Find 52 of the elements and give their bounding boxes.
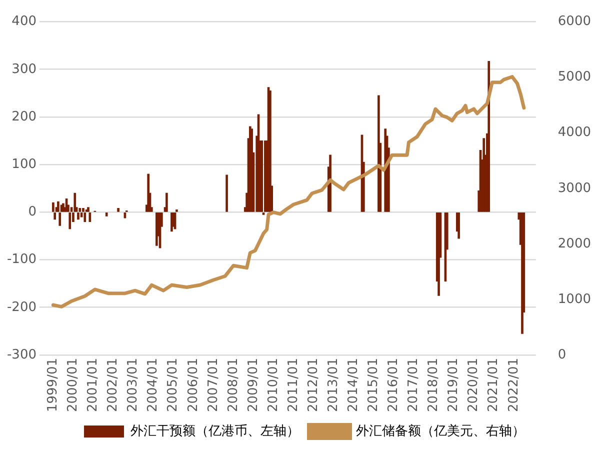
- y2-tick-label: 3000: [558, 180, 592, 196]
- x-tick-label: 2022/01: [506, 358, 522, 412]
- bar: [105, 212, 108, 216]
- y-tick-label: -300: [6, 347, 37, 362]
- x-tick-label: 2011/01: [286, 358, 301, 412]
- x-tick-label: 2004/01: [146, 358, 161, 412]
- x-tick-label: 2009/01: [246, 358, 261, 412]
- y2-tick-label: 5000: [558, 70, 592, 85]
- x-tick-label: 2018/01: [426, 358, 442, 412]
- bar: [117, 208, 120, 212]
- x-tick-label: 2017/01: [406, 358, 422, 412]
- x-tick-label: 2005/01: [166, 358, 181, 412]
- x-tick-label: 2003/01: [126, 358, 141, 412]
- x-tick-label: 2019/01: [446, 358, 462, 412]
- x-tick-label: 2007/01: [206, 358, 221, 412]
- x-tick-label: 2002/01: [106, 358, 121, 412]
- x-tick-label: 2000/01: [66, 358, 81, 412]
- x-tick-label: 2010/01: [266, 358, 281, 412]
- x-tick-label: 1999/01: [46, 358, 61, 412]
- y-tick-label: 400: [12, 14, 37, 30]
- bar: [226, 174, 228, 212]
- y-tick-label: 100: [12, 156, 37, 172]
- y-tick-label: 0: [28, 204, 37, 220]
- bar: [458, 212, 460, 239]
- legend-label: 外汇储备额（亿美元、右轴）: [356, 422, 525, 439]
- x-tick-label: 2012/01: [306, 358, 321, 412]
- bar: [488, 60, 490, 212]
- y-tick-label: -100: [6, 252, 37, 268]
- x-tick-label: 2020/01: [466, 358, 482, 412]
- x-tick-label: 2015/01: [366, 358, 382, 412]
- x-tick-label: 2016/01: [386, 358, 402, 412]
- x-tick-label: 2013/01: [326, 358, 341, 412]
- y2-tick-label: 6000: [558, 14, 592, 30]
- bar: [147, 174, 150, 212]
- y-tick-label: 200: [12, 109, 37, 124]
- bar: [438, 212, 440, 296]
- y2-tick-label: 0: [558, 347, 566, 362]
- bar: [269, 90, 272, 212]
- x-tick-label: 2014/01: [346, 358, 362, 412]
- y2-tick-label: 2000: [558, 236, 592, 252]
- legend-label: 外汇干预额（亿港币、左轴）: [130, 424, 300, 439]
- bar: [166, 192, 168, 212]
- x-tick-label: 2006/01: [186, 358, 201, 412]
- y-tick-label: -200: [6, 300, 37, 315]
- y-tick-label: 300: [12, 62, 37, 77]
- bar: [329, 154, 332, 212]
- x-tick-label: 2021/01: [486, 358, 502, 412]
- bar: [250, 128, 253, 212]
- y2-tick-label: 1000: [558, 292, 592, 307]
- x-tick-label: 2008/01: [226, 358, 241, 412]
- x-tick-label: 2001/01: [86, 358, 101, 412]
- y2-tick-label: 4000: [558, 125, 592, 140]
